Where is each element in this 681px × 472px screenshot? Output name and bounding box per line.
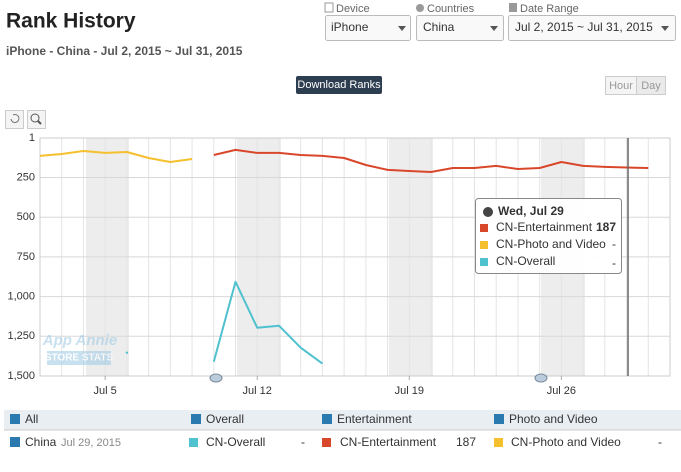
tooltip-value: 187 [596, 220, 616, 234]
y-tick-label: 250 [17, 171, 35, 183]
legend-table: All Overall Entertainment Photo and Vide… [4, 410, 681, 449]
tooltip-box [475, 198, 622, 274]
page-title: Rank History [6, 10, 136, 33]
country-filter[interactable]: Countries China [416, 3, 504, 41]
watermark: App Annie STORE STATS [42, 332, 117, 365]
legend-group: Photo and Video [509, 412, 598, 426]
y-tick-label: 1 [29, 132, 35, 144]
x-tick-label: Jul 12 [243, 385, 272, 397]
y-tick-label: 750 [17, 251, 35, 263]
caret [398, 26, 406, 31]
y-tick-label: 1,000 [7, 291, 35, 303]
swatch [494, 438, 503, 447]
reset-button[interactable] [5, 110, 24, 129]
dropdown[interactable] [325, 15, 411, 41]
annotation-marker[interactable] [534, 373, 548, 383]
y-tick-label: 500 [17, 211, 35, 223]
point [125, 351, 129, 354]
legend-header [4, 410, 681, 430]
checkbox[interactable] [322, 414, 332, 424]
filter-label: Device [336, 3, 370, 15]
series-line [39, 150, 193, 163]
legend-group: Entertainment [337, 412, 412, 426]
legend-value: - [301, 435, 305, 449]
device-filter[interactable]: Device iPhone [324, 2, 411, 41]
legend-group: Overall [206, 412, 244, 426]
day-button[interactable] [636, 76, 666, 95]
checkbox[interactable] [10, 437, 20, 447]
tooltip-title: Wed, Jul 29 [498, 204, 564, 218]
x-tick-label: Jul 5 [94, 385, 117, 397]
caret [661, 26, 669, 31]
watermark-band [47, 351, 111, 365]
tooltip-value: - [612, 237, 616, 251]
tooltip-series: CN-Overall [496, 254, 555, 268]
button-label: Day [641, 80, 661, 92]
legend-series: CN-Photo and Video [511, 435, 621, 449]
filter-value: China [423, 20, 455, 34]
legend-date: Jul 29, 2015 [61, 437, 121, 449]
filter-value: iPhone [331, 20, 369, 34]
x-tick-label: Jul 26 [547, 385, 576, 397]
series-line [212, 280, 323, 365]
tooltip: Wed, Jul 29 CN-Entertainment 187 CN-Phot… [475, 198, 622, 274]
y-tick-label: 1,250 [7, 330, 35, 342]
legend-value: - [658, 435, 662, 449]
tooltip-series: CN-Photo and Video [496, 237, 606, 251]
subtitle: iPhone - China - Jul 2, 2015 ~ Jul 31, 2… [6, 44, 243, 58]
icon [37, 120, 42, 125]
tooltip-value: - [612, 256, 616, 270]
globe-icon [483, 207, 493, 217]
zoom-button[interactable] [27, 110, 46, 129]
swatch [480, 241, 488, 249]
icon [416, 4, 424, 12]
dropdown[interactable] [416, 15, 504, 41]
filter-label: Date Range [520, 3, 579, 15]
legend-series: CN-Entertainment [340, 435, 437, 449]
annotation-marker[interactable] [209, 373, 223, 383]
icon [10, 114, 20, 123]
filter-value: Jul 2, 2015 ~ Jul 31, 2015 [515, 20, 653, 34]
swatch [189, 438, 198, 447]
date-filter[interactable]: Date Range Jul 2, 2015 ~ Jul 31, 2015 [508, 3, 676, 41]
swatch [322, 438, 331, 447]
icon [509, 3, 517, 12]
swatch [480, 224, 488, 232]
caret [490, 26, 498, 31]
checkbox[interactable] [494, 414, 504, 424]
legend-group: All [25, 412, 38, 426]
icon [30, 113, 40, 123]
button-label: Hour [609, 80, 633, 92]
download-button[interactable] [296, 76, 382, 94]
legend-series: CN-Overall [206, 435, 265, 449]
x-tick-label: Jul 19 [395, 385, 424, 397]
plot-border [39, 137, 671, 377]
tooltip-series: CN-Entertainment [496, 220, 593, 234]
legend-value: 187 [456, 435, 476, 449]
button-label: Download Ranks [297, 79, 381, 91]
watermark-text: App Annie [42, 332, 117, 349]
swatch [480, 258, 488, 266]
watermark-text: STORE STATS [45, 353, 114, 364]
legend-country: China [25, 435, 57, 449]
dropdown[interactable] [508, 15, 676, 41]
checkbox[interactable] [191, 414, 201, 424]
series-line [213, 148, 649, 173]
y-tick-label: 1,500 [7, 370, 35, 382]
filter-label: Countries [427, 3, 475, 15]
checkbox[interactable] [10, 414, 20, 424]
icon [324, 2, 334, 13]
